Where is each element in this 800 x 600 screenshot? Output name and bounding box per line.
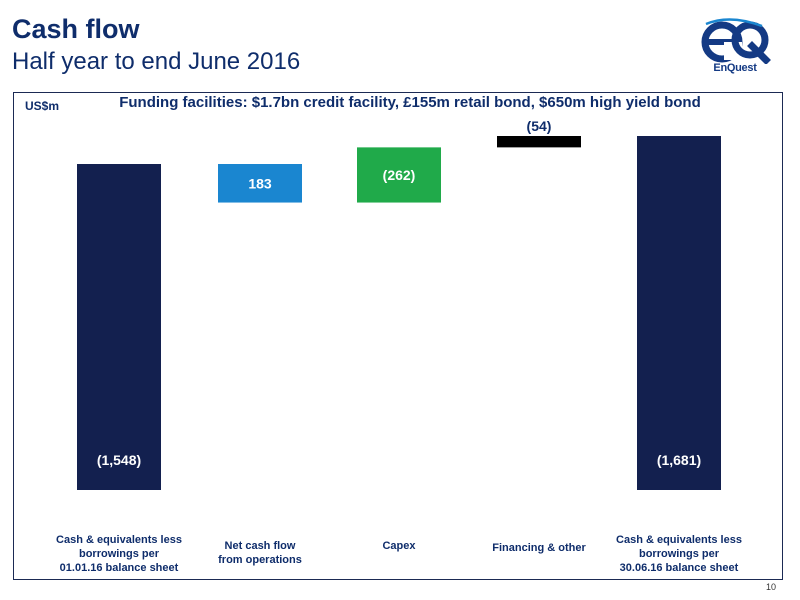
bar-3 — [497, 136, 581, 148]
funding-facilities-heading: Funding facilities: $1.7bn credit facili… — [119, 94, 701, 111]
category-label-line: 01.01.16 balance sheet — [59, 562, 179, 574]
category-label-line: Cash & equivalents less — [56, 534, 182, 546]
category-label-2: Capex — [329, 539, 469, 553]
data-label-0: (1,548) — [97, 452, 141, 468]
page-title: Cash flow — [12, 14, 140, 44]
data-label-4: (1,681) — [657, 452, 701, 468]
page-subtitle: Half year to end June 2016 — [12, 48, 301, 75]
category-label-4: Cash & equivalents less borrowings per 30.… — [609, 533, 749, 575]
chart-panel — [13, 92, 783, 580]
category-label-1: Net cash flow from operations — [190, 539, 330, 567]
category-label-line: borrowings per — [638, 548, 720, 560]
category-label-line: borrowings per — [78, 548, 160, 560]
enquest-logo-icon — [701, 18, 771, 65]
bar-4 — [637, 136, 721, 490]
data-label-3: (54) — [527, 118, 552, 134]
logo-wordmark: EnQuest — [713, 62, 757, 74]
category-label-3: Financing & other — [469, 541, 609, 555]
category-label-line: from operations — [218, 554, 302, 566]
category-label-0: Cash & equivalents less borrowings per 01.… — [49, 533, 189, 575]
data-label-2: (262) — [383, 167, 416, 183]
category-label-line: Cash & equivalents less — [616, 534, 742, 546]
category-label-line: Capex — [382, 540, 416, 552]
bar-2 — [357, 147, 441, 203]
page-number: 10 — [765, 582, 776, 592]
category-label-line: Net cash flow — [224, 540, 296, 552]
category-label-line: 30.06.16 balance sheet — [619, 562, 739, 574]
enquest-logo: EnQuest — [700, 18, 780, 74]
category-label-line: Financing & other — [492, 542, 586, 554]
waterfall-chart: (1,548) 183 (262) (54) (1,681) — [77, 118, 721, 490]
data-label-1: 183 — [248, 175, 272, 191]
units-label: US$m — [25, 99, 60, 113]
bar-0 — [77, 164, 161, 490]
bar-1 — [218, 164, 302, 203]
